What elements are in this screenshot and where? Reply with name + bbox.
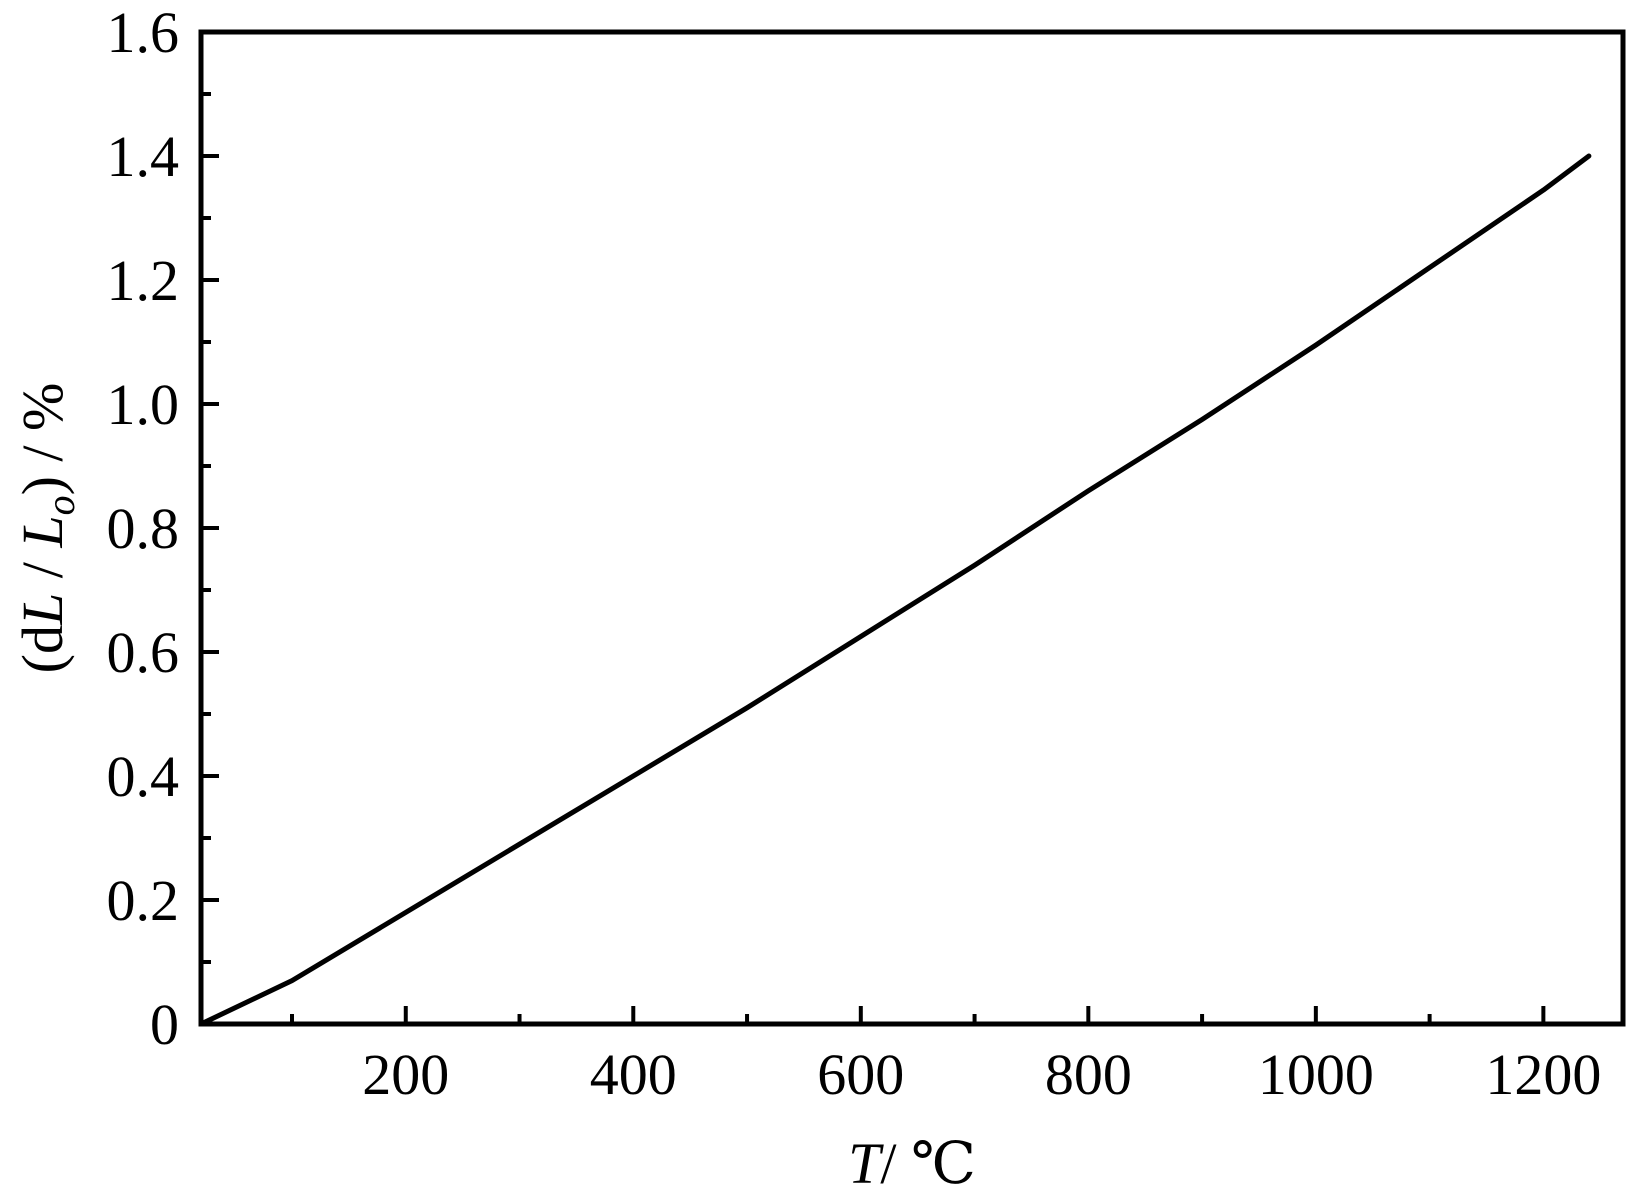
y-axis-label-var1: L (10, 593, 75, 626)
x-axis-unit: / ℃ (880, 1131, 976, 1196)
y-tick-label: 1.0 (107, 372, 180, 437)
plot-frame (198, 29, 1626, 1027)
y-tick-label: 1.6 (107, 0, 180, 65)
axis-ticks: 200 400 600 800 1000 1200 0 0.2 0.4 0.6 0.8 1.0 1.2 1… (107, 0, 1602, 1107)
y-tick-label: 1.4 (107, 124, 180, 189)
series-layer (198, 153, 1592, 1027)
x-axis-label: T/ ℃ (848, 1131, 976, 1196)
y-axis-label-var2: L (10, 515, 75, 548)
x-tick-label: 200 (362, 1042, 449, 1107)
y-tick-label: 0.8 (107, 496, 180, 561)
x-tick-label: 600 (817, 1042, 904, 1107)
y-axis-label-slash: / (10, 548, 75, 593)
y-tick-label: 0 (150, 992, 179, 1057)
x-tick-label: 1200 (1485, 1042, 1601, 1107)
y-axis-label: (dL / Lo) / % (10, 383, 83, 674)
y-tick-label: 0.2 (107, 868, 180, 933)
y-axis-label-sub: o (38, 495, 83, 515)
x-tick-label: 400 (590, 1042, 677, 1107)
series-line (198, 153, 1592, 1027)
y-tick-label: 1.2 (107, 248, 180, 313)
y-tick-label: 0.4 (107, 744, 180, 809)
x-tick-label: 1000 (1258, 1042, 1374, 1107)
y-axis-label-open: (d (10, 625, 75, 673)
x-axis-variable: T (848, 1131, 884, 1196)
y-tick-label: 0.6 (107, 620, 180, 685)
x-tick-label: 800 (1045, 1042, 1132, 1107)
y-axis-label-close: ) / % (10, 383, 75, 496)
